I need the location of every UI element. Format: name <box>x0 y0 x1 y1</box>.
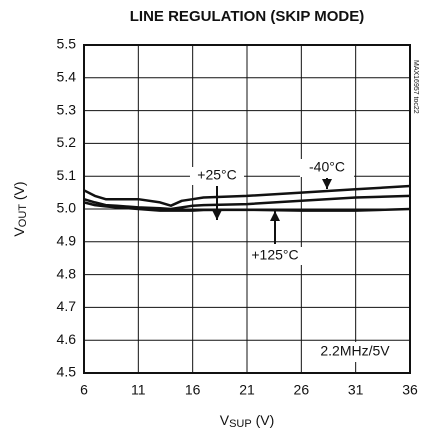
y-tick-label: 5.0 <box>57 200 77 216</box>
note-bg <box>315 342 395 362</box>
arrow-head <box>270 211 280 221</box>
x-label-unit: (V) <box>252 412 275 428</box>
x-tick-label: 11 <box>131 382 146 398</box>
toc-id: MAX16957 toc22 <box>412 60 419 114</box>
y-label-sub: OUT <box>17 204 29 228</box>
y-tick-label: 5.2 <box>57 134 77 150</box>
y-axis-label: VOUT (V) <box>11 181 29 236</box>
x-label-main: V <box>220 412 230 428</box>
x-tick-label: 21 <box>239 382 255 398</box>
y-tick-label: 4.7 <box>57 298 77 314</box>
note: 2.2MHz/5V <box>320 343 390 359</box>
y-label-unit: (V) <box>11 181 27 204</box>
y-tick-label: 4.5 <box>57 364 77 380</box>
series-label: +125°C <box>251 247 298 263</box>
y-tick-label: 4.8 <box>57 265 77 281</box>
y-tick-label: 5.3 <box>57 101 77 117</box>
y-tick-label: 4.9 <box>57 233 77 249</box>
x-tick-label: 36 <box>402 382 418 398</box>
series-label: +25°C <box>197 167 236 183</box>
x-tick-label: 31 <box>348 382 364 398</box>
label-bg <box>190 167 244 185</box>
y-tick-label: 5.5 <box>57 36 77 52</box>
y-tick-label: 4.6 <box>57 331 77 347</box>
chart-title: LINE REGULATION (SKIP MODE) <box>130 8 364 25</box>
y-tick-label: 5.1 <box>57 167 77 183</box>
series-label: -40°C <box>309 159 345 175</box>
x-axis-label: VSUP (V) <box>220 412 275 430</box>
x-tick-label: 6 <box>80 382 88 398</box>
y-label-main: V <box>11 227 27 237</box>
x-tick-label: 16 <box>185 382 201 398</box>
arrow-head <box>212 210 222 220</box>
label-bg <box>300 159 354 177</box>
arrow-head <box>322 179 332 189</box>
label-bg <box>248 247 302 265</box>
series-line <box>83 201 411 212</box>
series-line <box>83 194 411 211</box>
x-label-sub: SUP <box>229 418 252 430</box>
y-tick-label: 5.4 <box>57 69 77 85</box>
x-tick-label: 26 <box>294 382 310 398</box>
series-line <box>83 184 411 207</box>
